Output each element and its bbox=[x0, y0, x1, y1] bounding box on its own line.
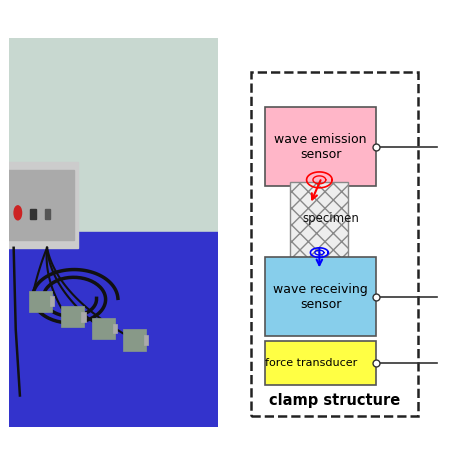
Bar bbox=[265, 107, 376, 186]
Bar bbox=[9, 232, 218, 427]
Bar bbox=[290, 182, 348, 279]
Text: force transducer: force transducer bbox=[265, 358, 357, 368]
Bar bbox=[29, 291, 52, 312]
Bar bbox=[0, 162, 78, 248]
Bar bbox=[61, 306, 83, 328]
Bar bbox=[123, 329, 146, 351]
Bar bbox=[3, 170, 74, 240]
Bar bbox=[251, 72, 418, 416]
Bar bbox=[265, 341, 376, 385]
Text: specimen: specimen bbox=[302, 212, 359, 226]
Bar bbox=[45, 209, 50, 219]
Text: wave emission
sensor: wave emission sensor bbox=[274, 133, 367, 161]
Circle shape bbox=[14, 206, 22, 220]
Bar bbox=[92, 318, 115, 339]
Text: clamp structure: clamp structure bbox=[269, 393, 400, 408]
Text: wave receiving
sensor: wave receiving sensor bbox=[273, 283, 368, 310]
Bar bbox=[113, 324, 117, 333]
Bar bbox=[50, 296, 55, 306]
Bar bbox=[30, 209, 36, 219]
Bar bbox=[265, 257, 376, 337]
Bar bbox=[144, 335, 148, 345]
Bar bbox=[82, 312, 86, 322]
Bar bbox=[9, 38, 218, 252]
